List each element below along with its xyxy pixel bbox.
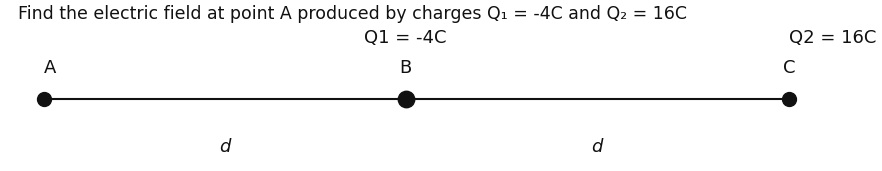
Text: Q2 = 16C: Q2 = 16C	[789, 29, 877, 47]
Text: Find the electric field at point A produced by charges Q₁ = -4C and Q₂ = 16C: Find the electric field at point A produ…	[18, 5, 687, 23]
Text: d: d	[592, 138, 602, 156]
Point	[399, 98, 413, 101]
Text: C: C	[783, 59, 796, 77]
Point	[37, 98, 51, 101]
Text: B: B	[400, 59, 412, 77]
Text: Q1 = -4C: Q1 = -4C	[364, 29, 447, 47]
Text: d: d	[220, 138, 230, 156]
Point	[782, 98, 796, 101]
Text: A: A	[44, 59, 56, 77]
